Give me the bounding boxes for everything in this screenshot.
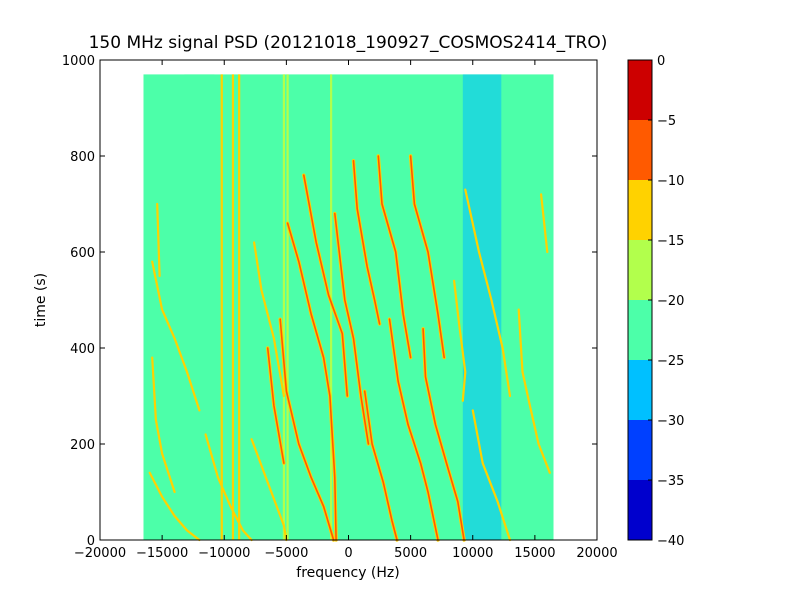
x-axis-label: frequency (Hz) (296, 565, 399, 581)
doppler-trace (517, 308, 551, 474)
colorbar-tick-label: −15 (657, 234, 684, 249)
colorbar-segment (628, 360, 652, 420)
y-tick-label: 200 (70, 438, 95, 453)
x-tick-label: 20000 (576, 546, 617, 561)
colorbar-segment (628, 300, 652, 360)
doppler-trace (250, 438, 288, 542)
x-tick-label: 10000 (452, 546, 493, 561)
y-tick-label: 800 (70, 150, 95, 165)
y-tick-label: 400 (70, 342, 95, 357)
low-power-band (184, 74, 215, 541)
x-tick-label: −15000 (136, 546, 188, 561)
colorbar-segment (628, 240, 652, 300)
colorbar-tick-label: −35 (657, 474, 684, 489)
doppler-trace (253, 241, 285, 398)
doppler-trace (540, 193, 549, 254)
y-axis-ticks: 0 200 400 600 800 1000 (62, 54, 597, 549)
y-tick-label: 1000 (62, 54, 95, 69)
doppler-trace (377, 155, 412, 359)
doppler-trace (352, 160, 381, 325)
doppler-trace (279, 318, 335, 541)
doppler-trace (151, 356, 176, 494)
doppler-trace (388, 318, 439, 541)
colorbar-segment (628, 480, 652, 540)
doppler-trace (409, 155, 445, 359)
colorbar-tick-label: −10 (657, 174, 684, 189)
x-axis-ticks: −20000 −15000 −10000 −5000 0 5000 10000 15000 20… (74, 60, 618, 561)
doppler-trace (156, 202, 161, 278)
heatmap-data (143, 74, 554, 542)
chart-title: 150 MHz signal PSD (20121018_190927_COSM… (89, 33, 608, 53)
x-tick-label: 15000 (514, 546, 555, 561)
doppler-trace (334, 212, 370, 445)
doppler-trace (464, 188, 512, 398)
heatmap-plot: −20000 −15000 −10000 −5000 0 5000 10000 15000 20… (62, 54, 618, 561)
colorbar-tick-label: −5 (657, 114, 676, 129)
x-tick-label: −20000 (74, 546, 126, 561)
doppler-trace (204, 433, 253, 542)
colorbar-segment (628, 420, 652, 480)
colorbar-tick-label: −40 (657, 534, 684, 549)
colorbar-tick-label: −25 (657, 354, 684, 369)
colorbar-tick-label: 0 (657, 54, 665, 69)
x-tick-label: −5000 (264, 546, 308, 561)
y-axis-label: time (s) (33, 273, 49, 327)
low-power-band (462, 74, 502, 541)
colorbar-tick-label: −20 (657, 294, 684, 309)
x-tick-label: 5000 (394, 546, 427, 561)
doppler-trace (471, 409, 512, 542)
colorbar-tick-label: −30 (657, 414, 684, 429)
doppler-trace (303, 174, 349, 397)
x-tick-label: −10000 (198, 546, 250, 561)
colorbar-segment (628, 120, 652, 180)
colorbar-segment (628, 60, 652, 120)
doppler-trace (148, 471, 201, 542)
colorbar-segment (628, 180, 652, 240)
doppler-trace (286, 222, 337, 541)
colorbar: −40 −35 −30 −25 −20 −15 −10 −5 0 (627, 54, 684, 549)
doppler-trace (422, 328, 465, 541)
doppler-trace (151, 260, 201, 412)
doppler-trace (363, 390, 398, 541)
doppler-trace (266, 347, 285, 464)
x-tick-label: 0 (344, 546, 352, 561)
doppler-trace (453, 279, 467, 402)
y-tick-label: 600 (70, 246, 95, 261)
y-tick-label: 0 (87, 534, 95, 549)
